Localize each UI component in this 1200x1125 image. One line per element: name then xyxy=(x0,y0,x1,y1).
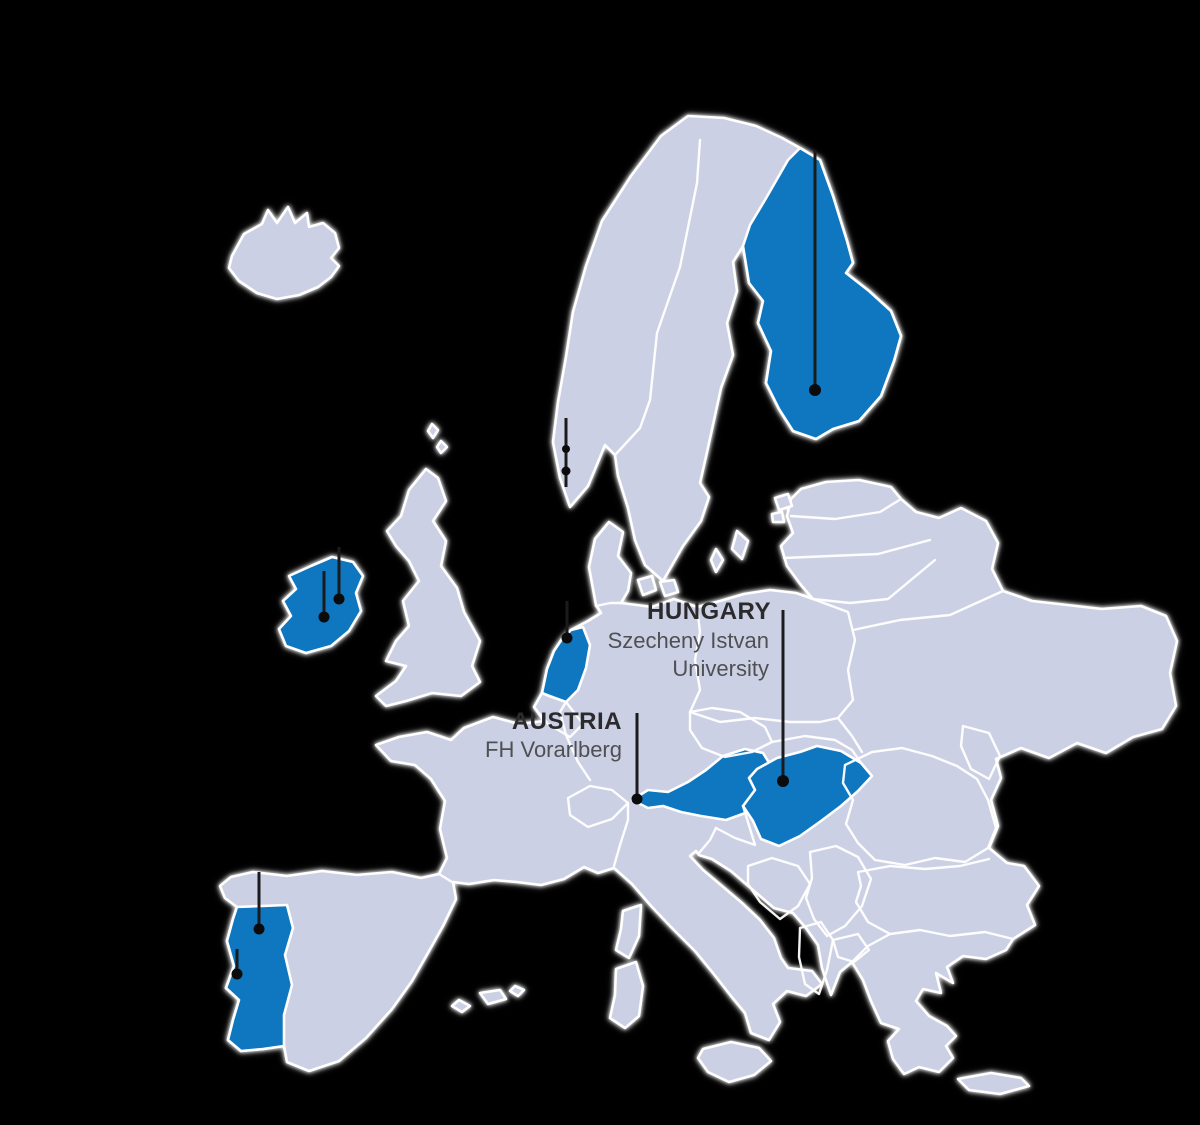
hungary-label-line1: Szecheny Istvan xyxy=(608,628,769,653)
callout-finland xyxy=(809,150,821,396)
border-romania xyxy=(841,746,998,867)
island-sardinia xyxy=(608,960,645,1030)
island-shetland xyxy=(426,422,449,455)
country-finland xyxy=(741,146,903,441)
country-iceland xyxy=(227,205,341,301)
country-hungary xyxy=(741,744,874,848)
callout-portugal-north xyxy=(253,872,265,935)
border-switzerland xyxy=(566,784,630,829)
landmass-group xyxy=(218,114,1179,1096)
border-italy-slovenia xyxy=(697,826,718,855)
border-north-macedonia xyxy=(831,932,871,964)
border-slovenia-croatia xyxy=(714,804,757,847)
border-greece-north xyxy=(850,932,892,964)
country-borders xyxy=(437,138,1015,996)
austria-label-line1: FH Vorarlberg xyxy=(485,737,622,762)
border-albania xyxy=(797,920,835,996)
border-poland-south xyxy=(688,710,840,724)
border-norway-sweden xyxy=(613,138,702,457)
border-czechia xyxy=(688,706,774,759)
border-spain-france xyxy=(437,872,454,884)
island-gotland xyxy=(730,529,750,561)
border-serbia xyxy=(804,844,873,938)
border-poland-east xyxy=(811,597,857,720)
labels-group: HUNGARY Szecheny Istvan University AUSTR… xyxy=(485,598,771,762)
island-oland xyxy=(709,547,725,574)
country-united-kingdom xyxy=(374,467,482,708)
border-ukraine-west xyxy=(836,716,864,754)
callout-ireland-west xyxy=(318,571,330,623)
callout-norway-coast xyxy=(561,418,571,487)
border-bosnia xyxy=(746,856,812,921)
border-france-italy xyxy=(612,801,630,868)
hungary-label-title: HUNGARY xyxy=(647,598,771,625)
border-belarus-ukraine xyxy=(851,589,1005,632)
hungary-label-line2: University xyxy=(672,656,769,681)
islands-denmark xyxy=(636,574,680,598)
border-lithuania-south xyxy=(811,558,937,605)
island-sicily xyxy=(696,1040,773,1084)
callout-ireland-north xyxy=(333,547,345,605)
border-estonia-latvia xyxy=(789,497,903,521)
islands-balearic xyxy=(450,984,526,1014)
country-portugal xyxy=(224,903,295,1053)
border-belgium xyxy=(532,691,585,739)
island-crete xyxy=(956,1071,1031,1096)
border-poland-germany xyxy=(688,605,702,714)
callout-group xyxy=(231,150,821,980)
islands-estonia xyxy=(770,492,794,524)
callout-netherlands xyxy=(561,601,573,644)
border-latvia-lithuania xyxy=(782,538,932,560)
callout-austria-vorarlberg xyxy=(631,713,643,805)
border-denmark-germany xyxy=(594,601,623,608)
border-slovakia xyxy=(770,734,863,765)
austria-label-title: AUSTRIA xyxy=(512,708,622,735)
country-ireland xyxy=(277,555,365,655)
island-corsica xyxy=(614,903,643,960)
border-moldova xyxy=(959,724,1002,781)
border-bulgaria-south xyxy=(854,857,1015,941)
callout-portugal-central xyxy=(231,949,243,980)
callout-hungary-gyor xyxy=(777,610,789,787)
